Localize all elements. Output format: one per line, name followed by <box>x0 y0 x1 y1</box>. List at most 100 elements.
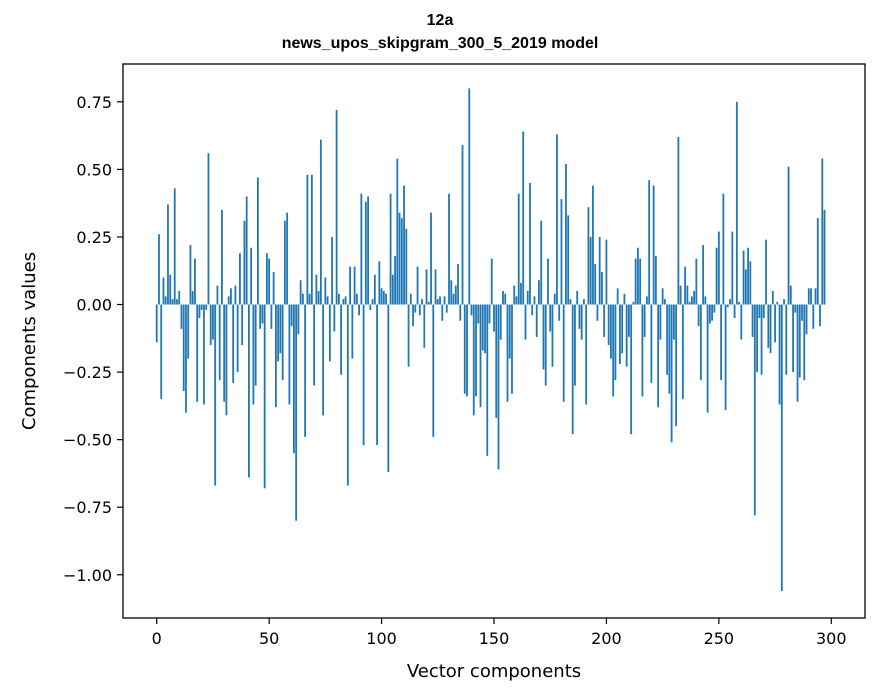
bar <box>475 304 477 397</box>
bar <box>306 174 309 305</box>
bar <box>821 158 824 305</box>
bar <box>200 304 203 310</box>
bar <box>499 304 502 340</box>
bar <box>225 304 228 416</box>
bar <box>376 304 378 446</box>
bar <box>477 304 480 324</box>
bar <box>729 299 731 305</box>
bar <box>749 261 752 305</box>
bar <box>259 304 262 329</box>
bar <box>637 247 639 305</box>
bar <box>450 280 453 305</box>
bar <box>652 185 655 305</box>
bar <box>666 304 669 375</box>
bar <box>742 250 745 305</box>
bar <box>540 220 543 305</box>
bar <box>243 220 246 305</box>
bar <box>198 304 201 319</box>
bar <box>337 293 340 305</box>
bar <box>369 304 372 310</box>
bar <box>328 304 331 362</box>
bar <box>205 304 208 310</box>
bar <box>340 304 342 375</box>
x-tick-label: 50 <box>259 629 279 648</box>
x-ticks: 0 50 100 150 200 250 300 <box>152 618 847 648</box>
bar <box>319 139 322 305</box>
bar <box>362 304 365 446</box>
bar <box>688 301 691 305</box>
x-tick-label: 0 <box>152 629 162 648</box>
bar <box>185 304 187 413</box>
bar <box>616 288 619 305</box>
x-tick-label: 150 <box>479 629 510 648</box>
bar <box>619 304 621 364</box>
bar <box>463 304 466 394</box>
bar <box>681 304 684 400</box>
bar <box>695 258 698 305</box>
bar <box>493 304 495 332</box>
bar <box>234 285 237 305</box>
y-tick-label: −0.75 <box>63 498 112 517</box>
bar <box>771 291 774 305</box>
bar <box>506 304 509 402</box>
bar <box>706 304 709 413</box>
bar <box>641 304 644 397</box>
bar <box>434 269 437 305</box>
bar <box>452 293 455 305</box>
bar <box>677 136 680 305</box>
bar <box>308 293 311 305</box>
bar <box>526 291 529 305</box>
bar <box>578 304 581 329</box>
bar <box>794 304 797 313</box>
bar <box>180 304 183 329</box>
bar <box>454 285 457 305</box>
bar <box>531 304 534 316</box>
bar <box>650 304 653 383</box>
y-tick-label: 0.00 <box>76 296 112 315</box>
bar <box>713 304 716 313</box>
bar <box>715 247 718 305</box>
bar <box>672 304 675 340</box>
bar <box>418 304 421 316</box>
bar <box>317 291 320 305</box>
y-ticks: 0.75 0.50 0.25 0.00 −0.25 −0.50 −0.75 −1.00 <box>63 93 123 585</box>
bar <box>346 304 349 486</box>
bar <box>654 255 657 305</box>
bar <box>245 196 248 305</box>
bar <box>783 299 785 305</box>
bar <box>160 304 163 400</box>
bar <box>535 304 538 337</box>
bar <box>218 304 221 381</box>
bar <box>283 220 286 305</box>
bar <box>792 304 794 373</box>
bar <box>301 293 304 305</box>
bar <box>176 299 178 305</box>
bar <box>250 247 253 305</box>
bar <box>194 258 196 305</box>
bar <box>342 299 345 305</box>
bar <box>819 304 821 327</box>
bar <box>722 193 725 305</box>
bar <box>735 101 738 305</box>
bar <box>785 304 788 375</box>
bar <box>423 304 426 348</box>
bar <box>605 239 608 305</box>
bar <box>684 266 687 305</box>
bar <box>699 304 702 381</box>
bar <box>758 304 761 319</box>
bar <box>486 304 489 456</box>
bar <box>445 304 448 313</box>
bar <box>414 304 417 313</box>
bar <box>538 280 540 305</box>
y-tick-label: −0.25 <box>63 363 112 382</box>
bar <box>270 304 273 329</box>
bar <box>227 296 230 305</box>
bar <box>409 293 412 305</box>
bar <box>297 304 300 335</box>
bar <box>778 304 781 405</box>
bar <box>776 301 779 305</box>
bar <box>657 304 660 408</box>
bar <box>765 239 767 305</box>
bar <box>612 304 615 397</box>
bar <box>589 236 592 305</box>
